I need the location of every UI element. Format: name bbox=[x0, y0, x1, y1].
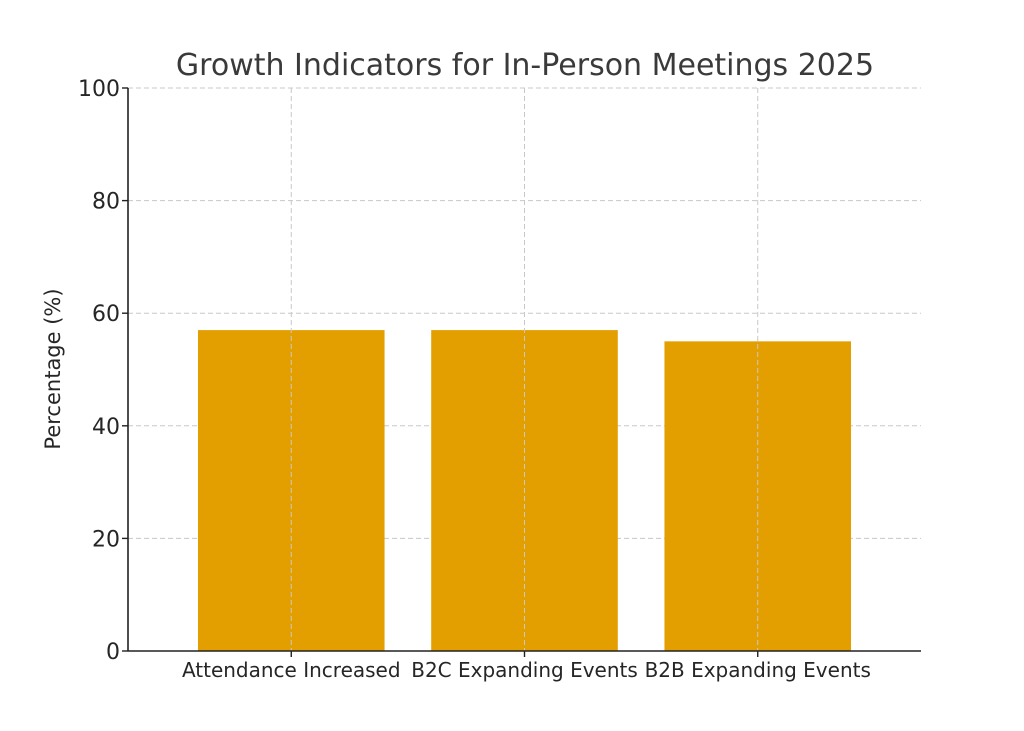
axes bbox=[122, 87, 921, 657]
y-tick-labels: 0 20 40 60 80 100 bbox=[78, 77, 120, 665]
y-tick-label: 60 bbox=[92, 302, 120, 327]
y-tick-label: 80 bbox=[92, 190, 120, 215]
y-tick-label: 40 bbox=[92, 415, 120, 440]
x-tick-label: B2C Expanding Events bbox=[411, 658, 638, 682]
y-tick-label: 100 bbox=[78, 77, 120, 102]
x-tick-label: Attendance Increased bbox=[182, 658, 401, 682]
y-tick-label: 20 bbox=[92, 527, 120, 552]
x-tick-labels: Attendance Increased B2C Expanding Events… bbox=[182, 658, 871, 682]
chart-title: Growth Indicators for In-Person Meetings… bbox=[176, 48, 874, 83]
y-tick-label: 0 bbox=[106, 640, 120, 665]
y-axis-label: Percentage (%) bbox=[41, 288, 65, 449]
x-tick-label: B2B Expanding Events bbox=[645, 658, 871, 682]
